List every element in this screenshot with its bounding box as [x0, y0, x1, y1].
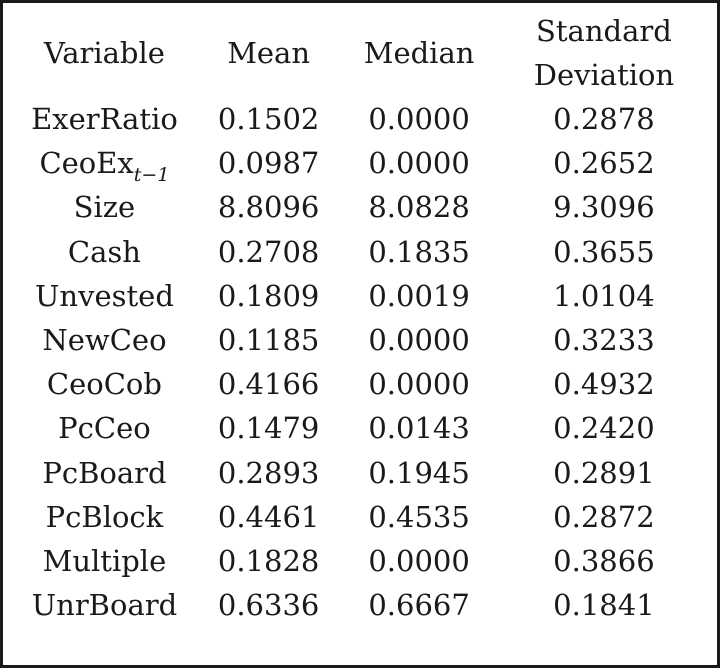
cell-median: 0.1945: [368, 455, 470, 490]
table-header-row: Variable Mean Median Standard Deviation: [19, 9, 717, 97]
table-row: UnrBoard 0.6336 0.6667 0.1841: [19, 583, 717, 627]
cell-mean: 0.4166: [217, 367, 320, 402]
cell-mean: 0.1828: [217, 543, 320, 578]
cell-variable: UnrBoard: [31, 588, 178, 623]
header-variable: Variable: [43, 36, 165, 70]
cell-mean: 0.2893: [217, 455, 320, 490]
cell-variable: CeoCob: [46, 367, 162, 402]
table-row: Cash 0.2708 0.1835 0.3655: [19, 230, 717, 274]
cell-mean: 0.6336: [217, 588, 320, 623]
table-row: PcBlock 0.4461 0.4535 0.2872: [19, 495, 717, 539]
cell-sd: 0.3655: [553, 234, 655, 269]
cell-variable: Unvested: [34, 278, 174, 313]
cell-median: 0.0000: [368, 102, 470, 137]
table-row: CeoCob 0.4166 0.0000 0.4932: [19, 362, 717, 406]
cell-variable: PcCeo: [58, 411, 151, 446]
cell-mean: 0.1185: [217, 323, 320, 358]
cell-mean: 8.8096: [217, 190, 320, 225]
cell-mean: 0.4461: [217, 499, 320, 534]
header-median: Median: [363, 36, 475, 70]
cell-variable: ExerRatio: [31, 102, 178, 137]
cell-mean: 0.1809: [217, 278, 320, 313]
cell-sd: 0.2652: [553, 146, 655, 181]
cell-median: 0.0019: [368, 278, 470, 313]
cell-mean: 0.1502: [217, 102, 320, 137]
cell-variable: Multiple: [42, 543, 167, 578]
cell-median: 0.6667: [368, 588, 470, 623]
header-sd-line2: Deviation: [533, 58, 675, 92]
cell-variable-subscript: t−1: [133, 164, 170, 187]
table-row: Unvested 0.1809 0.0019 1.0104: [19, 274, 717, 318]
cell-sd: 0.3233: [553, 323, 655, 358]
cell-sd: 9.3096: [553, 190, 655, 225]
table-row: PcBoard 0.2893 0.1945 0.2891: [19, 451, 717, 495]
cell-sd: 0.2891: [553, 455, 655, 490]
table-row: PcCeo 0.1479 0.0143 0.2420: [19, 406, 717, 450]
cell-variable-base: CeoEx: [39, 146, 134, 181]
cell-sd: 0.1841: [553, 588, 655, 623]
cell-variable: CeoExt−1: [19, 141, 190, 185]
cell-mean: 0.2708: [217, 234, 320, 269]
header-sd-line1: Standard: [536, 14, 672, 48]
cell-median: 0.0143: [368, 411, 470, 446]
cell-sd: 0.3866: [553, 543, 655, 578]
cell-variable: PcBlock: [45, 499, 164, 534]
cell-sd: 0.2872: [553, 499, 655, 534]
cell-median: 8.0828: [368, 190, 470, 225]
cell-variable: Cash: [67, 234, 141, 269]
table-row: NewCeo 0.1185 0.0000 0.3233: [19, 318, 717, 362]
cell-variable: Size: [73, 190, 136, 225]
cell-variable: NewCeo: [42, 323, 167, 358]
cell-sd: 0.2878: [553, 102, 655, 137]
cell-sd: 1.0104: [553, 278, 655, 313]
cell-mean: 0.0987: [217, 146, 320, 181]
cell-median: 0.0000: [368, 323, 470, 358]
table-row: Size 8.8096 8.0828 9.3096: [19, 185, 717, 229]
cell-median: 0.1835: [368, 234, 470, 269]
cell-variable: PcBoard: [42, 455, 167, 490]
table-row: Multiple 0.1828 0.0000 0.3866: [19, 539, 717, 583]
table-row: ExerRatio 0.1502 0.0000 0.2878: [19, 97, 717, 141]
cell-mean: 0.1479: [217, 411, 320, 446]
cell-sd: 0.2420: [553, 411, 655, 446]
header-standard-deviation: Standard Deviation: [491, 9, 717, 97]
cell-median: 0.0000: [368, 367, 470, 402]
cell-median: 0.4535: [368, 499, 470, 534]
cell-median: 0.0000: [368, 543, 470, 578]
header-mean: Mean: [227, 36, 311, 70]
cell-median: 0.0000: [368, 146, 470, 181]
summary-statistics-table: Variable Mean Median Standard Deviation …: [19, 9, 717, 627]
table-row: CeoExt−1 0.0987 0.0000 0.2652: [19, 141, 717, 185]
cell-sd: 0.4932: [553, 367, 655, 402]
